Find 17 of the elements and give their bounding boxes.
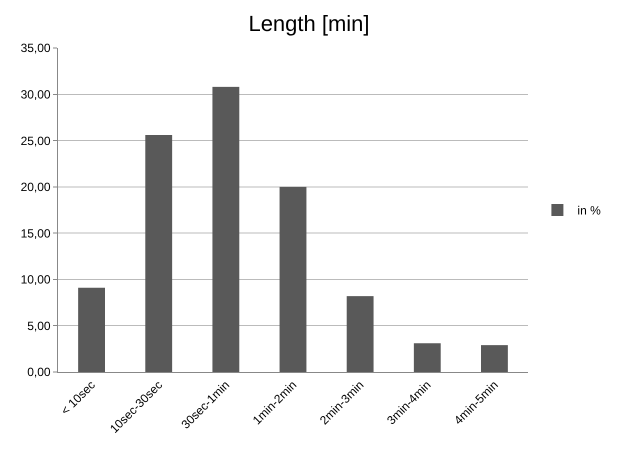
y-tick-label: 15,00: [20, 226, 51, 240]
bar: [145, 135, 172, 372]
bar: [346, 296, 374, 372]
chart-title: Length [min]: [248, 11, 370, 36]
bar: [212, 86, 240, 372]
y-tick-label: 20,00: [20, 180, 51, 194]
bar: [280, 186, 306, 372]
y-tick-label: 30,00: [20, 87, 51, 102]
y-tick-label: 10,00: [20, 272, 51, 287]
legend-label: in %: [577, 204, 602, 218]
bar: [414, 343, 441, 372]
bar: [481, 345, 508, 372]
y-tick-label: 5,00: [27, 318, 51, 333]
bar: [78, 288, 105, 372]
y-tick-label: 35,00: [20, 41, 51, 56]
y-tick-label: 0,00: [27, 365, 51, 380]
y-tick-label: 25,00: [20, 134, 51, 148]
